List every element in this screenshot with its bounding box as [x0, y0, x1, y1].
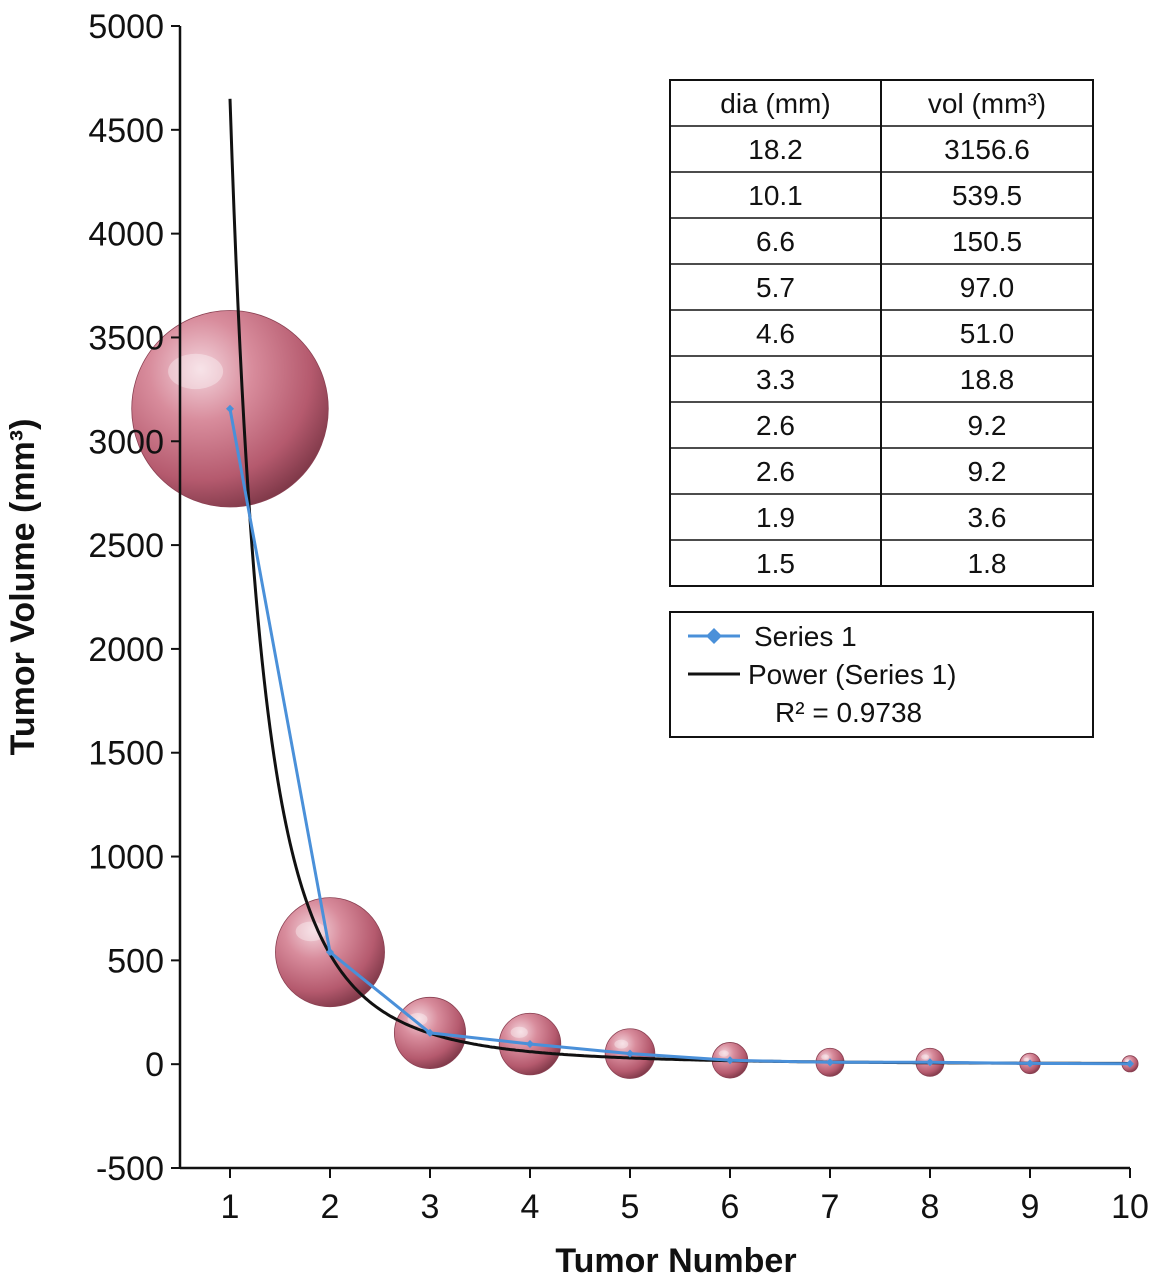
legend-trendline-label: Power (Series 1) — [748, 659, 957, 690]
series-1-point — [1026, 1059, 1034, 1068]
table-header-cell: dia (mm) — [720, 88, 830, 119]
x-axis-title: Tumor Number — [555, 1242, 796, 1280]
table-cell: 97.0 — [960, 272, 1015, 303]
table-cell: 3156.6 — [944, 134, 1030, 165]
legend-box — [669, 611, 1094, 738]
y-tick-label: 500 — [107, 942, 164, 980]
legend-series-1-label: Series 1 — [754, 621, 857, 652]
chart-legend: Series 1 Power (Series 1) R² = 0.9738 — [669, 611, 1094, 738]
data-table: dia (mm) vol (mm³) 18.2 3156.6 10.1 539.5 6.6 1… — [669, 79, 1094, 587]
y-axis-title: Tumor Volume (mm³) — [4, 419, 42, 756]
x-tick-label: 9 — [1021, 1188, 1040, 1226]
table-cell: 9.2 — [968, 456, 1007, 487]
y-tick-label: 4500 — [88, 112, 164, 150]
y-tick-label: 2000 — [88, 631, 164, 669]
series-1-point — [726, 1056, 734, 1065]
x-tick-label: 2 — [321, 1188, 340, 1226]
table-cell: 10.1 — [748, 180, 803, 211]
series-1-point — [226, 404, 234, 413]
series-1-point — [426, 1028, 434, 1037]
sphere-highlight — [921, 1054, 930, 1060]
series-1-point — [1126, 1059, 1134, 1068]
y-tick-label: 3500 — [88, 319, 164, 357]
table-cell: 2.6 — [756, 456, 795, 487]
table-cell: 539.5 — [952, 180, 1022, 211]
y-tick-label: 2500 — [88, 527, 164, 565]
sphere-highlight — [407, 1012, 428, 1026]
legend-series-1-marker — [706, 628, 722, 644]
x-tick-label: 3 — [421, 1188, 440, 1226]
y-tick-label: 0 — [145, 1046, 164, 1084]
series-1-point — [626, 1049, 634, 1058]
series-1-line — [228, 408, 1131, 1066]
sphere-highlight — [821, 1054, 830, 1060]
table-cell: 2.6 — [756, 410, 795, 441]
y-tick-label: 1000 — [88, 839, 164, 877]
y-tick-label: 3000 — [88, 423, 164, 461]
chart-axes: 5000450040003500300025002000150010005000… — [88, 8, 1149, 1226]
x-tick-label: 6 — [721, 1188, 740, 1226]
x-tick-label: 10 — [1111, 1188, 1149, 1226]
table-cell: 18.2 — [748, 134, 803, 165]
table-cell: 5.7 — [756, 272, 795, 303]
table-cell: 9.2 — [968, 410, 1007, 441]
table-cell: 51.0 — [960, 318, 1015, 349]
table-cell: 18.8 — [960, 364, 1015, 395]
table-cell: 1.9 — [756, 502, 795, 533]
x-tick-label: 1 — [221, 1188, 240, 1226]
table-cell: 1.8 — [968, 548, 1007, 579]
y-tick-label: 4000 — [88, 216, 164, 254]
sphere-highlight — [1124, 1059, 1130, 1063]
table-cell: 6.6 — [756, 226, 795, 257]
table-cell: 150.5 — [952, 226, 1022, 257]
x-tick-label: 5 — [621, 1188, 640, 1226]
table-cell: 3.3 — [756, 364, 795, 395]
table-cell: 4.6 — [756, 318, 795, 349]
table-cell: 3.6 — [968, 502, 1007, 533]
sphere-highlight — [510, 1026, 528, 1038]
y-tick-label: -500 — [96, 1150, 164, 1188]
table-cell: 1.5 — [756, 548, 795, 579]
series-layer — [226, 98, 1134, 1068]
legend-r2-label: R² = 0.9738 — [775, 697, 922, 728]
y-tick-label: 1500 — [88, 735, 164, 773]
series-1-point — [526, 1040, 534, 1049]
sphere-highlight — [718, 1050, 729, 1057]
series-1-point — [326, 948, 334, 957]
x-tick-label: 4 — [521, 1188, 540, 1226]
sphere-highlight — [168, 353, 224, 390]
x-tick-label: 8 — [921, 1188, 940, 1226]
sphere-highlight — [1023, 1057, 1030, 1062]
sphere-highlight — [295, 921, 327, 942]
y-tick-label: 5000 — [88, 8, 164, 46]
series-1-point — [826, 1058, 834, 1067]
series-1-point — [926, 1058, 934, 1067]
sphere-highlight — [614, 1039, 629, 1049]
table-header-cell: vol (mm³) — [928, 88, 1046, 119]
x-tick-label: 7 — [821, 1188, 840, 1226]
